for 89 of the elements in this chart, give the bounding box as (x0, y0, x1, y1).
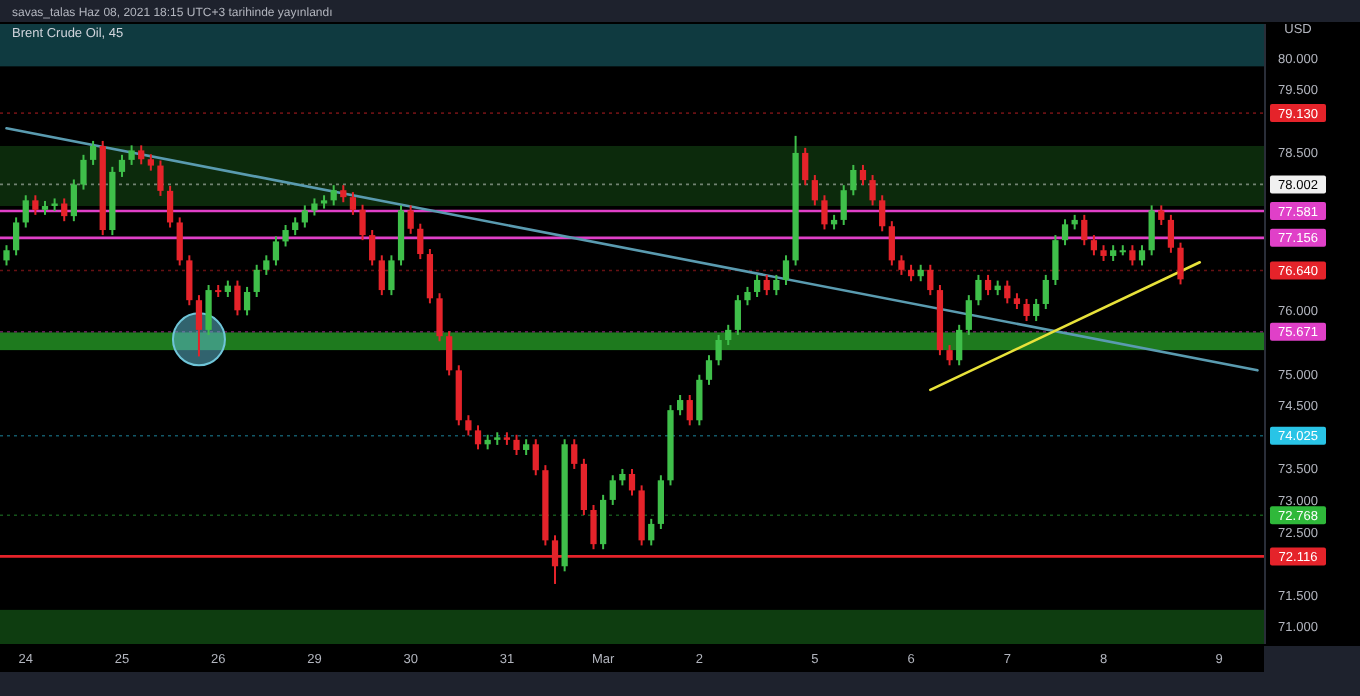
candlestick (12, 216, 20, 257)
candlestick (243, 285, 251, 317)
candlestick (349, 191, 357, 216)
candlestick (580, 457, 588, 517)
candlestick (869, 174, 876, 207)
candlestick (1090, 234, 1098, 257)
candlestick (657, 474, 664, 530)
candlestick (888, 220, 895, 267)
candlestick (946, 344, 953, 367)
candlestick (157, 159, 164, 197)
candlestick (571, 438, 578, 470)
candlestick (686, 393, 693, 427)
candlestick (609, 474, 616, 506)
candlestick (532, 438, 539, 477)
candlestick (263, 254, 270, 276)
candlestick (590, 503, 597, 551)
candlestick (840, 184, 847, 226)
candlestick (956, 323, 963, 367)
candlestick (1004, 279, 1011, 305)
candlestick (744, 285, 751, 307)
candlestick (1052, 234, 1059, 287)
candlestick (436, 292, 443, 343)
candlestick (1042, 273, 1049, 311)
candlestick (965, 294, 972, 336)
candlestick (811, 174, 818, 207)
candlestick (407, 204, 414, 235)
candlestick (648, 517, 655, 547)
candlestick (1023, 297, 1030, 323)
candlestick (975, 273, 982, 307)
candlestick (802, 146, 809, 187)
candlestick (138, 144, 145, 166)
candlestick (388, 254, 395, 297)
candlestick (753, 273, 761, 299)
candlestick (474, 424, 482, 451)
candlestick (984, 273, 992, 297)
candlestick (513, 433, 520, 457)
candlestick (330, 184, 337, 207)
candlestick (705, 354, 713, 386)
candlestick (600, 493, 607, 551)
candlestick (417, 222, 424, 261)
candlestick (725, 323, 732, 347)
candlestick (782, 254, 790, 287)
candlestick (628, 467, 636, 497)
candlestick (821, 194, 828, 231)
candlestick (696, 373, 703, 427)
candlestick (898, 254, 905, 276)
candlestick (763, 273, 770, 297)
candlestick (378, 254, 385, 297)
candlestick (1138, 244, 1146, 267)
candlestick (253, 263, 260, 299)
candlestick (1061, 218, 1069, 247)
candlestick (176, 216, 183, 267)
candlestick (234, 279, 241, 317)
candlestick (1148, 204, 1155, 257)
candlestick (359, 203, 366, 242)
candlestick (773, 273, 780, 297)
candlestick (850, 163, 857, 197)
candlestick (465, 414, 472, 437)
candlestick (282, 223, 289, 248)
candlestick (734, 294, 741, 336)
candlestick (1177, 241, 1184, 286)
candlestick (61, 197, 68, 223)
candlestick (70, 178, 77, 223)
candlestick (301, 204, 308, 229)
candlestick (879, 194, 886, 233)
candlestick (32, 194, 39, 216)
candlestick (1033, 297, 1040, 323)
candlestick (446, 330, 453, 377)
candlestick (3, 244, 10, 267)
candlestick (1129, 244, 1136, 267)
candlestick (186, 254, 193, 307)
candlestick (89, 139, 97, 166)
candlestick (195, 294, 203, 358)
candlestick (715, 333, 722, 367)
candlestick (166, 184, 174, 229)
candlestick (369, 229, 376, 267)
candlestick (272, 235, 280, 267)
candlestick (22, 194, 29, 229)
candlestick (118, 153, 126, 178)
candlestick (205, 284, 212, 336)
candlestick (1158, 204, 1165, 226)
candlestick (859, 163, 867, 187)
candlestick (927, 263, 934, 297)
candlestick (128, 144, 135, 166)
candlestick (1081, 213, 1088, 247)
candlestick (80, 153, 87, 191)
candlestick (676, 393, 684, 417)
candlestick (1167, 213, 1175, 254)
candlestick (426, 247, 434, 305)
